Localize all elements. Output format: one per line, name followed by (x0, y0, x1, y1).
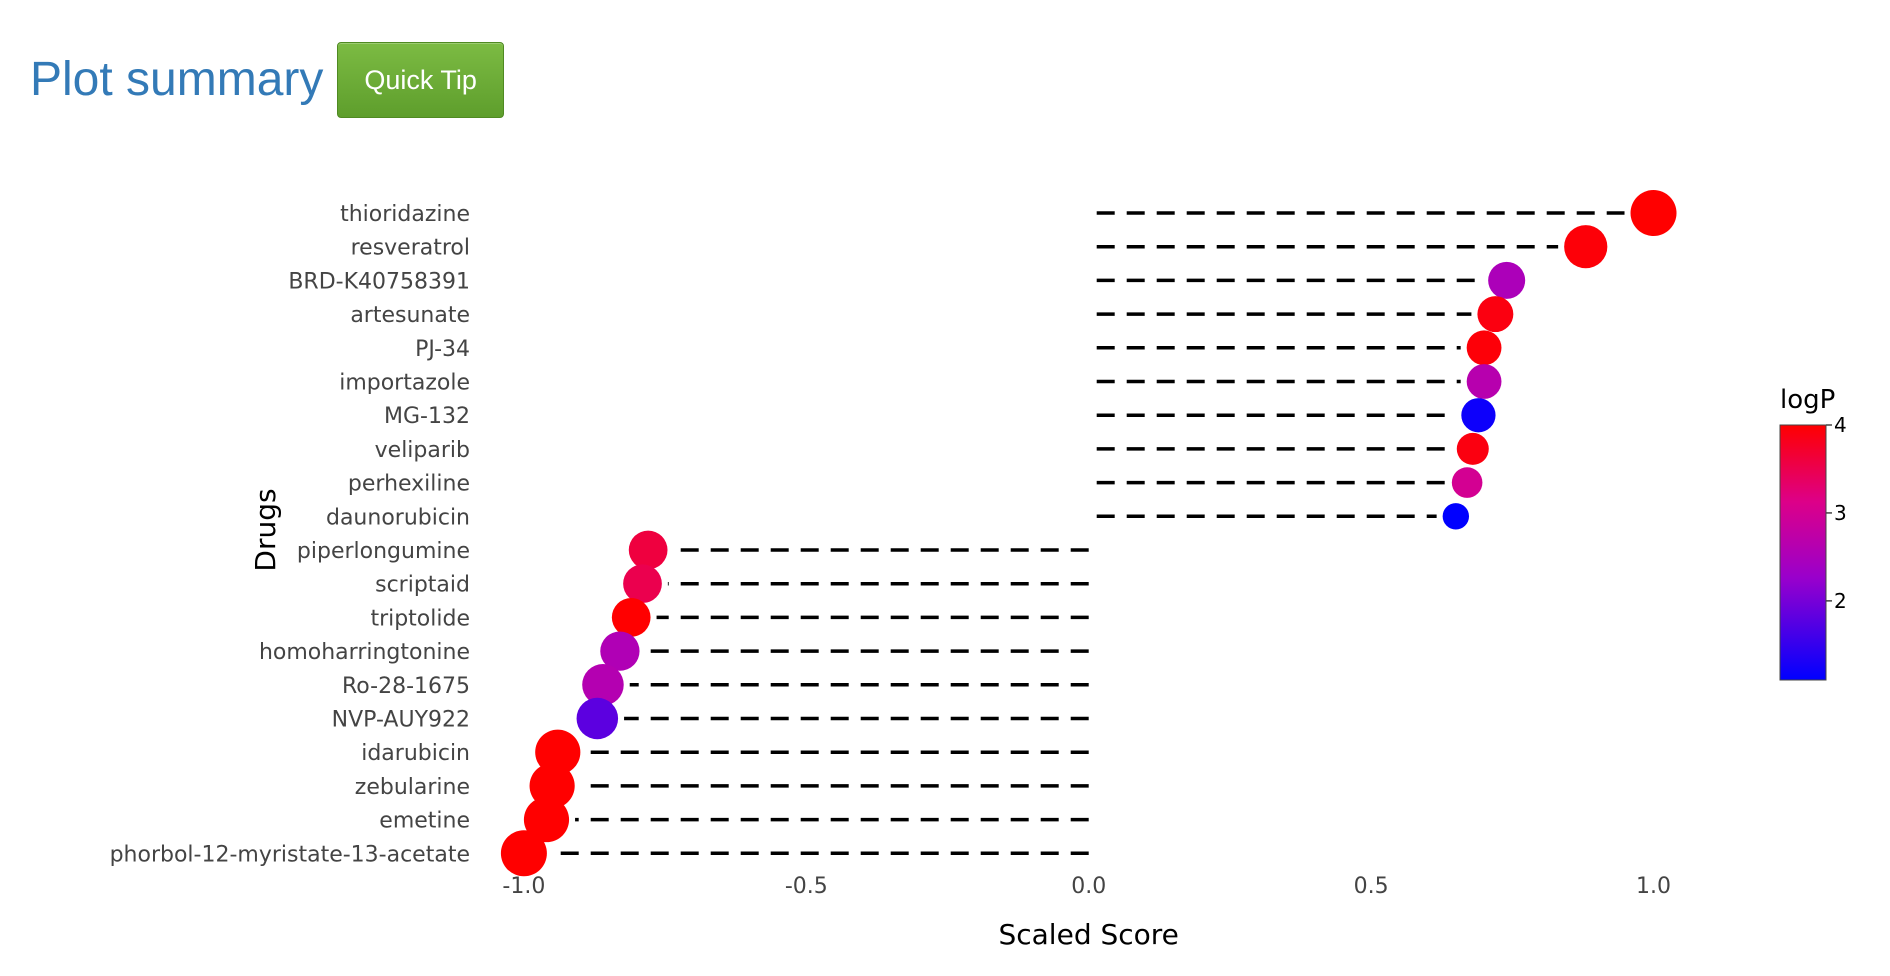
y-tick-label: thioridazine (340, 202, 470, 227)
y-tick-label: NVP-AUY922 (332, 708, 470, 733)
x-axis-title: Scaled Score (998, 918, 1178, 951)
data-point[interactable] (1466, 364, 1502, 399)
x-tick-label: -1.0 (502, 874, 545, 899)
y-tick-label: phorbol-12-myristate-13-acetate (110, 842, 470, 867)
data-point[interactable] (1461, 398, 1496, 433)
quick-tip-button[interactable]: Quick Tip (337, 42, 504, 118)
y-tick-label: emetine (379, 809, 470, 834)
stem-lines (552, 211, 1625, 856)
y-axis-title: Drugs (249, 488, 282, 571)
x-tick-label: 1.0 (1636, 874, 1671, 899)
y-tick-label: MG-132 (384, 404, 470, 429)
data-point[interactable] (1488, 261, 1526, 299)
data-point[interactable] (1442, 503, 1470, 530)
y-tick-label: scriptaid (375, 573, 470, 598)
data-point[interactable] (1477, 296, 1514, 333)
y-tick-labels: thioridazine resveratrol BRD-K40758391 arte… (110, 202, 470, 867)
data-point[interactable] (582, 664, 624, 706)
data-point[interactable] (628, 530, 668, 570)
data-point[interactable] (500, 830, 547, 877)
data-point[interactable] (523, 797, 570, 843)
colorbar-tick-label: 4 (1834, 413, 1847, 437)
data-point[interactable] (1564, 225, 1608, 269)
data-point[interactable] (535, 729, 581, 775)
data-point[interactable] (1451, 467, 1483, 498)
data-point[interactable] (623, 564, 662, 604)
y-tick-label: triptolide (370, 606, 470, 631)
colorbar-ticks: 2 3 4 (1826, 413, 1847, 613)
x-tick-label: -0.5 (785, 874, 828, 899)
data-point[interactable] (611, 598, 651, 637)
y-tick-label: importazole (339, 371, 470, 396)
data-point[interactable] (600, 631, 640, 671)
data-point[interactable] (576, 697, 619, 740)
y-tick-label: BRD-K40758391 (288, 269, 470, 294)
header: Plot summary Quick Tip (30, 40, 504, 120)
y-tick-label: PJ-34 (415, 337, 470, 362)
x-tick-labels: -1.0 -0.5 0.0 0.5 1.0 (502, 874, 1671, 899)
colorbar-gradient (1779, 424, 1827, 681)
x-tick-label: 0.5 (1354, 874, 1389, 899)
data-points (500, 190, 1677, 877)
y-tick-label: perhexiline (348, 472, 470, 497)
data-point[interactable] (529, 763, 575, 809)
colorbar-title: logP (1780, 385, 1835, 415)
colorbar-tick-label: 2 (1834, 589, 1847, 613)
colorbar-tick-label: 3 (1834, 501, 1847, 525)
x-tick-label: 0.0 (1071, 874, 1106, 899)
y-tick-label: piperlongumine (297, 539, 470, 564)
page-title: Plot summary (30, 53, 324, 106)
y-tick-label: resveratrol (351, 236, 470, 261)
data-point[interactable] (1466, 330, 1502, 366)
y-tick-label: zebularine (355, 775, 470, 800)
y-tick-label: idarubicin (361, 741, 470, 766)
y-tick-label: Ro-28-1675 (342, 674, 470, 699)
y-tick-label: daunorubicin (326, 505, 470, 530)
y-tick-label: artesunate (350, 303, 470, 328)
data-point[interactable] (1630, 190, 1677, 236)
data-point[interactable] (1456, 432, 1489, 465)
y-tick-label: homoharringtonine (259, 640, 470, 665)
y-tick-label: veliparib (375, 438, 470, 463)
colorbar-legend: logP 2 3 4 (1779, 385, 1847, 681)
